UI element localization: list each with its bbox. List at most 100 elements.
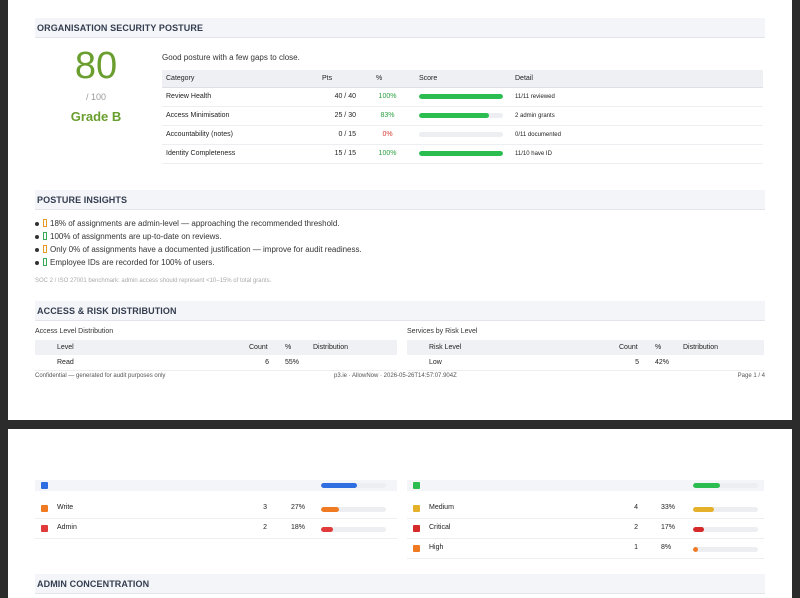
col-detail: Detail [511, 70, 763, 88]
admin-swatch-icon [41, 525, 48, 532]
footer-confidential: Confidential — generated for audit purpo… [35, 373, 166, 379]
medium-swatch-icon [413, 505, 420, 512]
bullet-icon [35, 260, 39, 265]
insight-text: 100% of assignments are up-to-date on re… [50, 232, 222, 241]
pct-value: 33% [661, 504, 676, 511]
pct-value: 18% [291, 524, 306, 531]
score-bar [419, 132, 503, 137]
col-distribution: Distribution [679, 340, 764, 355]
level-cell: Read [35, 355, 245, 371]
footer-page-number: Page 1 / 4 [737, 373, 765, 379]
col-pct: % [360, 70, 415, 88]
write-swatch-icon [41, 505, 48, 512]
distribution-bar-fill [693, 527, 705, 532]
distribution-cell [679, 355, 764, 371]
pct-cell: 0% [360, 125, 415, 145]
score-bar [419, 113, 503, 118]
warning-icon [43, 245, 47, 253]
pct-value: 27% [291, 504, 306, 511]
detail-cell: 11/10 have ID [511, 144, 763, 164]
distribution-bar [693, 507, 758, 512]
col-distribution: Distribution [309, 340, 397, 355]
pct-cell: 42% [643, 355, 679, 371]
category-cell: Access Minimisation [162, 106, 318, 126]
risk-row-critical: Critical 2 17% [407, 519, 764, 539]
col-pts: Pts [318, 70, 360, 88]
access-row-admin: Admin 2 18% [35, 519, 397, 539]
access-continuation-row [35, 480, 397, 491]
read-distribution-fill [321, 483, 357, 488]
table-row: Low 5 42% [407, 355, 764, 371]
count-cell: 5 [615, 355, 643, 371]
score-bar-cell [415, 125, 511, 145]
risk-level-table: Risk Level Count % Distribution Low 5 42… [407, 340, 764, 371]
check-icon [43, 258, 47, 266]
benchmark-note: SOC 2 / ISO 27001 benchmark: admin acces… [35, 278, 272, 284]
risk-row-high: High 1 8% [407, 539, 764, 559]
bullet-icon [35, 221, 39, 226]
risk-label: High [429, 544, 444, 551]
col-count: Count [615, 340, 643, 355]
distribution-heading: ACCESS & RISK DISTRIBUTION [35, 301, 765, 321]
score-bar-fill [419, 151, 503, 156]
category-cell: Accountability (notes) [162, 125, 318, 145]
risk-label: Critical [429, 524, 451, 531]
bullet-icon [35, 234, 39, 239]
score-bar-cell [415, 144, 511, 164]
list-item: Only 0% of assignments have a documented… [35, 243, 362, 256]
distribution-bar-fill [321, 507, 339, 512]
pts-cell: 15 / 15 [318, 144, 360, 164]
access-row-write: Write 3 27% [35, 499, 397, 519]
distribution-bar-fill [693, 507, 715, 512]
distribution-bar [693, 527, 758, 532]
col-pct: % [273, 340, 309, 355]
category-cell: Identity Completeness [162, 144, 318, 164]
distribution-bar [321, 507, 386, 512]
distribution-bar [321, 527, 386, 532]
pct-value: 8% [661, 544, 672, 551]
low-distribution-bar [693, 483, 758, 488]
pct-cell: 83% [360, 106, 415, 126]
pct-value: 17% [661, 524, 676, 531]
access-level-title: Access Level Distribution [35, 328, 114, 335]
insight-text: Only 0% of assignments have a documented… [50, 245, 362, 254]
pts-cell: 0 / 15 [318, 125, 360, 145]
table-row: Identity Completeness 15 / 15 100% 11/10… [162, 144, 763, 164]
list-item: Employee IDs are recorded for 100% of us… [35, 256, 362, 269]
count-value: 2 [263, 524, 267, 531]
security-score: 80 [74, 45, 118, 87]
score-grade: Grade B [70, 109, 122, 124]
detail-cell: 2 admin grants [511, 106, 763, 126]
footer-source: p3.ie · AllowNow · 2026-05-26T14:57:07.9… [334, 373, 457, 379]
high-swatch-icon [413, 545, 420, 552]
pct-cell: 100% [360, 144, 415, 164]
score-bar [419, 151, 503, 156]
distribution-bar-fill [693, 547, 699, 552]
level-label: Write [57, 504, 74, 511]
col-category: Category [162, 70, 318, 88]
check-icon [43, 232, 47, 240]
insight-text: 18% of assignments are admin-level — app… [50, 219, 340, 228]
col-count: Count [245, 340, 273, 355]
col-risk-level: Risk Level [407, 340, 615, 355]
score-bar-fill [419, 94, 503, 99]
detail-cell: 11/11 reviewed [511, 87, 763, 107]
col-score: Score [415, 70, 511, 88]
category-cell: Review Health [162, 87, 318, 107]
distribution-cell [309, 355, 397, 371]
read-swatch-icon [41, 482, 48, 489]
security-posture-heading: ORGANISATION SECURITY POSTURE [35, 18, 765, 38]
count-value: 3 [263, 504, 267, 511]
posture-summary: Good posture with a few gaps to close. [162, 53, 300, 62]
score-bar-cell [415, 87, 511, 107]
count-value: 4 [634, 504, 638, 511]
score-outof: / 100 [85, 92, 107, 102]
list-item: 100% of assignments are up-to-date on re… [35, 230, 362, 243]
count-cell: 6 [245, 355, 273, 371]
warning-icon [43, 219, 47, 227]
insights-list: 18% of assignments are admin-level — app… [35, 217, 362, 269]
insight-text: Employee IDs are recorded for 100% of us… [50, 258, 215, 267]
risk-level-cell: Low [407, 355, 615, 371]
score-bar-fill [419, 113, 489, 118]
detail-cell: 0/11 documented [511, 125, 763, 145]
